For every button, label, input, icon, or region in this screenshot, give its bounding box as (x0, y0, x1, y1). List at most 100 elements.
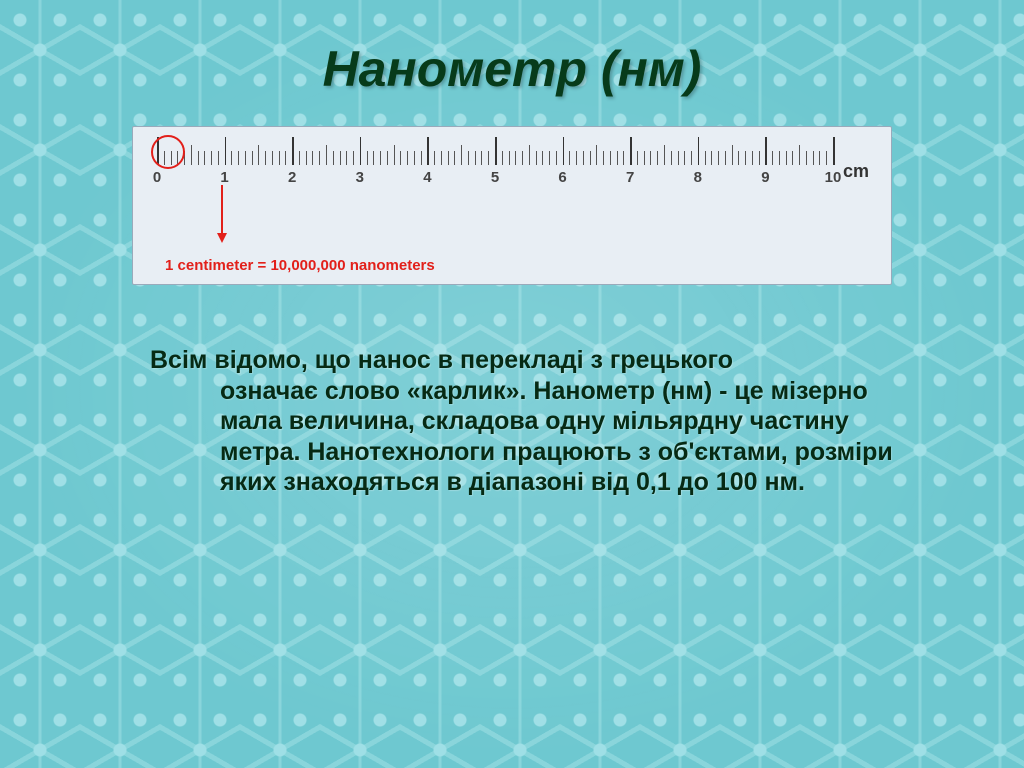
tick-minor (414, 151, 415, 165)
tick-minor (576, 151, 577, 165)
tick-minor (475, 151, 476, 165)
tick-label: 5 (491, 169, 499, 186)
tick-minor (671, 151, 672, 165)
tick-minor (522, 151, 523, 165)
tick-minor (752, 151, 753, 165)
paragraph-lead: Всім відомо, що нанос в перекладі з грец… (150, 346, 733, 374)
tick-minor (454, 151, 455, 165)
slide-content: Нанометр (нм) 012345678910 cm 1 centimet… (0, 0, 1024, 498)
tick-minor (272, 151, 273, 165)
tick-minor (644, 151, 645, 165)
tick-minor (299, 151, 300, 165)
tick-minor (813, 151, 814, 165)
tick-minor (583, 151, 584, 165)
tick-minor (772, 151, 773, 165)
tick-minor (231, 151, 232, 165)
tick-minor (312, 151, 313, 165)
tick-minor (650, 151, 651, 165)
tick-half (664, 145, 665, 165)
tick-minor (806, 151, 807, 165)
body-paragraph: Всім відомо, що нанос в перекладі з грец… (150, 345, 904, 498)
tick-minor (421, 151, 422, 165)
highlight-circle (151, 135, 185, 169)
tick-half (258, 145, 259, 165)
tick-minor (603, 151, 604, 165)
conversion-text: 1 centimeter = 10,000,000 nanometers (165, 257, 871, 274)
paragraph-body: означає слово «карлик». Нанометр (нм) - … (150, 376, 904, 498)
tick-minor (279, 151, 280, 165)
tick-half (732, 145, 733, 165)
tick-minor (691, 151, 692, 165)
tick-minor (340, 151, 341, 165)
tick-major (630, 137, 632, 165)
tick-minor (211, 151, 212, 165)
tick-minor (623, 151, 624, 165)
tick-minor (218, 151, 219, 165)
tick-minor (738, 151, 739, 165)
tick-minor (198, 151, 199, 165)
tick-label: 6 (558, 169, 566, 186)
tick-minor (590, 151, 591, 165)
tick-minor (238, 151, 239, 165)
slide-title: Нанометр (нм) (80, 40, 944, 98)
tick-minor (306, 151, 307, 165)
tick-major (360, 137, 362, 165)
tick-minor (779, 151, 780, 165)
tick-minor (549, 151, 550, 165)
ruler-figure: 012345678910 cm 1 centimeter = 10,000,00… (132, 126, 892, 285)
tick-minor (204, 151, 205, 165)
tick-minor (373, 151, 374, 165)
tick-minor (434, 151, 435, 165)
tick-minor (407, 151, 408, 165)
tick-half (191, 145, 192, 165)
tick-minor (745, 151, 746, 165)
tick-label: 0 (153, 169, 161, 186)
tick-minor (488, 151, 489, 165)
tick-minor (380, 151, 381, 165)
tick-minor (610, 151, 611, 165)
tick-half (461, 145, 462, 165)
tick-label: 8 (694, 169, 702, 186)
tick-minor (346, 151, 347, 165)
tick-minor (285, 151, 286, 165)
tick-minor (684, 151, 685, 165)
tick-half (529, 145, 530, 165)
tick-half (799, 145, 800, 165)
tick-label: 2 (288, 169, 296, 186)
ruler-scale: 012345678910 cm (153, 139, 871, 199)
tick-minor (481, 151, 482, 165)
tick-minor (569, 151, 570, 165)
tick-minor (637, 151, 638, 165)
tick-minor (265, 151, 266, 165)
tick-label: 10 (825, 169, 842, 186)
tick-major (698, 137, 700, 165)
tick-minor (725, 151, 726, 165)
tick-major (765, 137, 767, 165)
tick-label: 3 (356, 169, 364, 186)
tick-minor (502, 151, 503, 165)
tick-minor (400, 151, 401, 165)
tick-minor (333, 151, 334, 165)
unit-label: cm (843, 161, 869, 182)
tick-minor (819, 151, 820, 165)
tick-minor (441, 151, 442, 165)
tick-major (427, 137, 429, 165)
tick-label: 4 (423, 169, 431, 186)
tick-major (495, 137, 497, 165)
tick-major (292, 137, 294, 165)
tick-minor (759, 151, 760, 165)
tick-minor (718, 151, 719, 165)
tick-minor (367, 151, 368, 165)
tick-minor (705, 151, 706, 165)
tick-minor (448, 151, 449, 165)
tick-minor (792, 151, 793, 165)
tick-label: 1 (220, 169, 228, 186)
tick-minor (515, 151, 516, 165)
tick-minor (387, 151, 388, 165)
tick-minor (509, 151, 510, 165)
tick-half (596, 145, 597, 165)
tick-label: 7 (626, 169, 634, 186)
tick-major (563, 137, 565, 165)
tick-minor (556, 151, 557, 165)
tick-minor (245, 151, 246, 165)
